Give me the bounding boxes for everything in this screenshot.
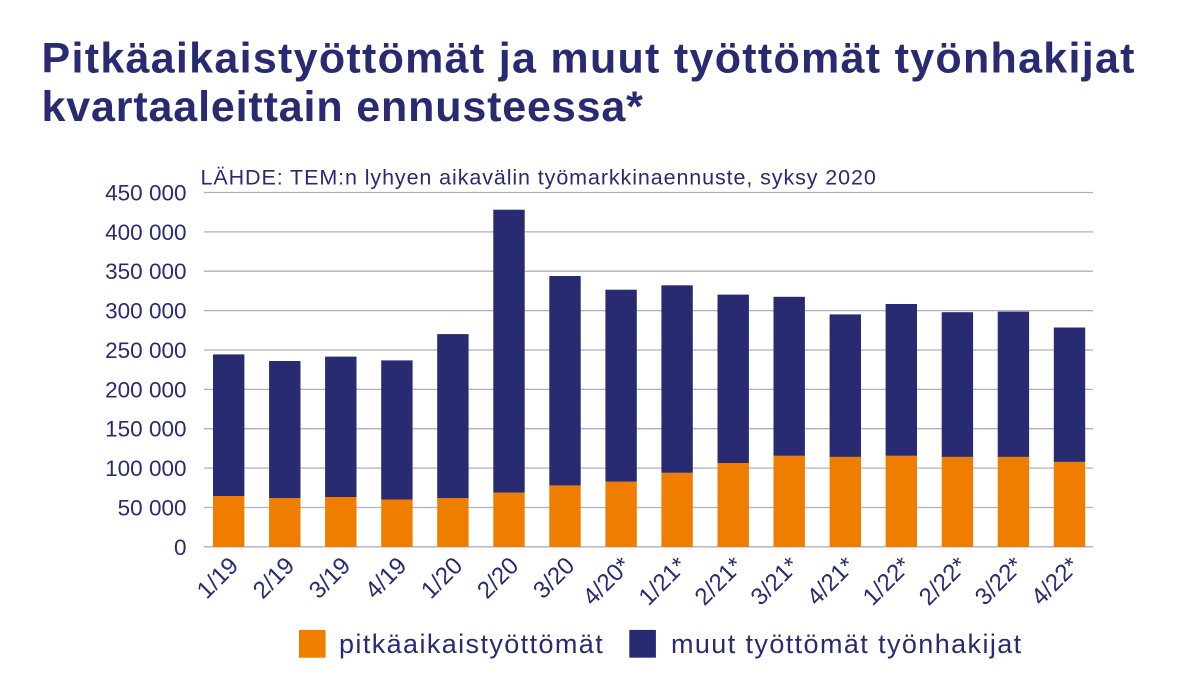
svg-text:450 000: 450 000 <box>105 181 186 206</box>
svg-text:kvartaaleittain ennusteessa*: kvartaaleittain ennusteessa* <box>42 83 644 131</box>
svg-text:250 000: 250 000 <box>105 338 186 363</box>
svg-text:150 000: 150 000 <box>105 417 186 442</box>
svg-text:350 000: 350 000 <box>105 259 186 284</box>
svg-text:LÄHDE: TEM:n lyhyen aikavälin: LÄHDE: TEM:n lyhyen aikavälin työmarkkin… <box>201 166 877 190</box>
svg-text:100 000: 100 000 <box>105 456 186 481</box>
svg-text:muut työttömät työnhakijat: muut työttömät työnhakijat <box>671 629 1023 659</box>
svg-text:200 000: 200 000 <box>105 377 186 402</box>
svg-text:400 000: 400 000 <box>105 220 186 245</box>
svg-text:50 000: 50 000 <box>118 496 187 521</box>
svg-text:pitkäaikaistyöttömät: pitkäaikaistyöttömät <box>339 629 604 659</box>
svg-text:0: 0 <box>174 535 187 560</box>
svg-text:Pitkäaikaistyöttömät ja muut t: Pitkäaikaistyöttömät ja muut työttömät t… <box>42 35 1136 83</box>
svg-text:300 000: 300 000 <box>105 299 186 324</box>
